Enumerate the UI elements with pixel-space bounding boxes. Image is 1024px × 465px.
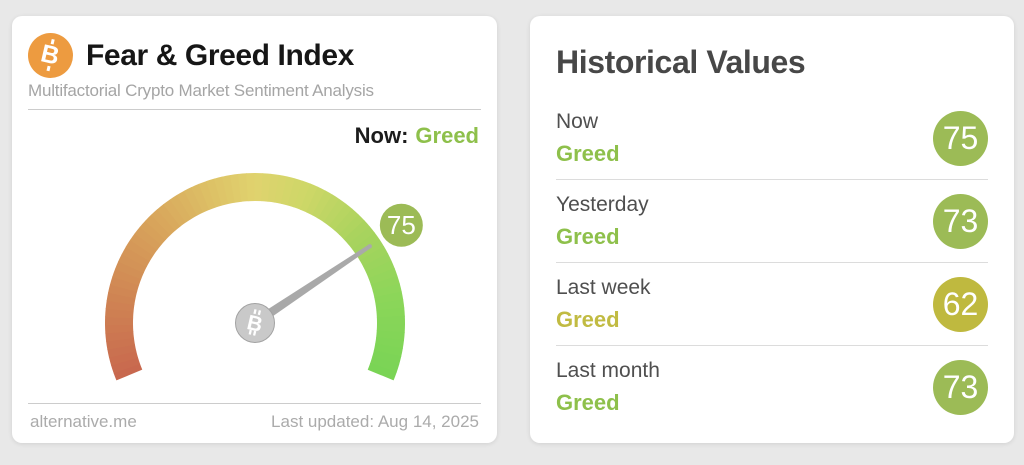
row-labels: Last week Greed bbox=[556, 276, 651, 333]
row-value-badge: 75 bbox=[933, 110, 988, 166]
list-item: Last week Greed 62 bbox=[556, 262, 988, 345]
footer-divider bbox=[28, 403, 481, 404]
row-value-badge: 62 bbox=[933, 276, 988, 332]
row-value-badge: 73 bbox=[933, 193, 988, 249]
now-value: Greed bbox=[415, 123, 479, 148]
gauge-needle bbox=[251, 244, 372, 327]
row-value-badge: 73 bbox=[933, 359, 988, 415]
now-line: Now: Greed bbox=[28, 123, 481, 149]
row-period-label: Last month bbox=[556, 358, 660, 382]
row-period-label: Last week bbox=[556, 275, 651, 299]
row-classification: Greed bbox=[556, 140, 620, 166]
row-labels: Last month Greed bbox=[556, 359, 660, 416]
row-classification: Greed bbox=[556, 306, 620, 332]
last-updated: Last updated: Aug 14, 2025 bbox=[271, 412, 479, 431]
list-item: Yesterday Greed 73 bbox=[556, 179, 988, 262]
bitcoin-icon: B bbox=[28, 33, 73, 78]
historical-title: Historical Values bbox=[556, 44, 806, 80]
row-classification: Greed bbox=[556, 389, 620, 415]
historical-values-card: Historical Values Now Greed 75 Yesterday Gre… bbox=[530, 16, 1014, 443]
gauge-chart: B 75 bbox=[104, 173, 423, 381]
svg-text:75: 75 bbox=[386, 210, 415, 240]
card-footer: alternative.me Last updated: Aug 14, 202… bbox=[28, 404, 481, 434]
gauge: B 75 bbox=[28, 149, 481, 403]
now-label: Now: bbox=[354, 123, 409, 148]
historical-rows: Now Greed 75 Yesterday Greed 73 Last week Greed… bbox=[556, 97, 988, 428]
list-item: Now Greed 75 bbox=[556, 97, 988, 179]
list-item: Last month Greed 73 bbox=[556, 345, 988, 428]
row-labels: Now Greed bbox=[556, 110, 620, 167]
gauge-value-badge: 75 bbox=[379, 203, 423, 247]
row-period-label: Now bbox=[556, 109, 599, 133]
card-title: Fear & Greed Index bbox=[86, 38, 354, 72]
row-period-label: Yesterday bbox=[556, 192, 649, 216]
gauge-hub: B bbox=[234, 303, 275, 343]
row-labels: Yesterday Greed bbox=[556, 193, 649, 250]
fear-greed-card: B Fear & Greed Index Multifactorial Cryp… bbox=[12, 16, 497, 443]
gauge-arc bbox=[104, 173, 405, 381]
row-classification: Greed bbox=[556, 223, 620, 249]
bitcoin-hub-icon: B bbox=[244, 309, 264, 337]
card-header: B Fear & Greed Index bbox=[28, 33, 481, 78]
card-subtitle: Multifactorial Crypto Market Sentiment A… bbox=[28, 81, 374, 100]
header-divider bbox=[28, 109, 481, 110]
brand-link[interactable]: alternative.me bbox=[30, 412, 137, 431]
